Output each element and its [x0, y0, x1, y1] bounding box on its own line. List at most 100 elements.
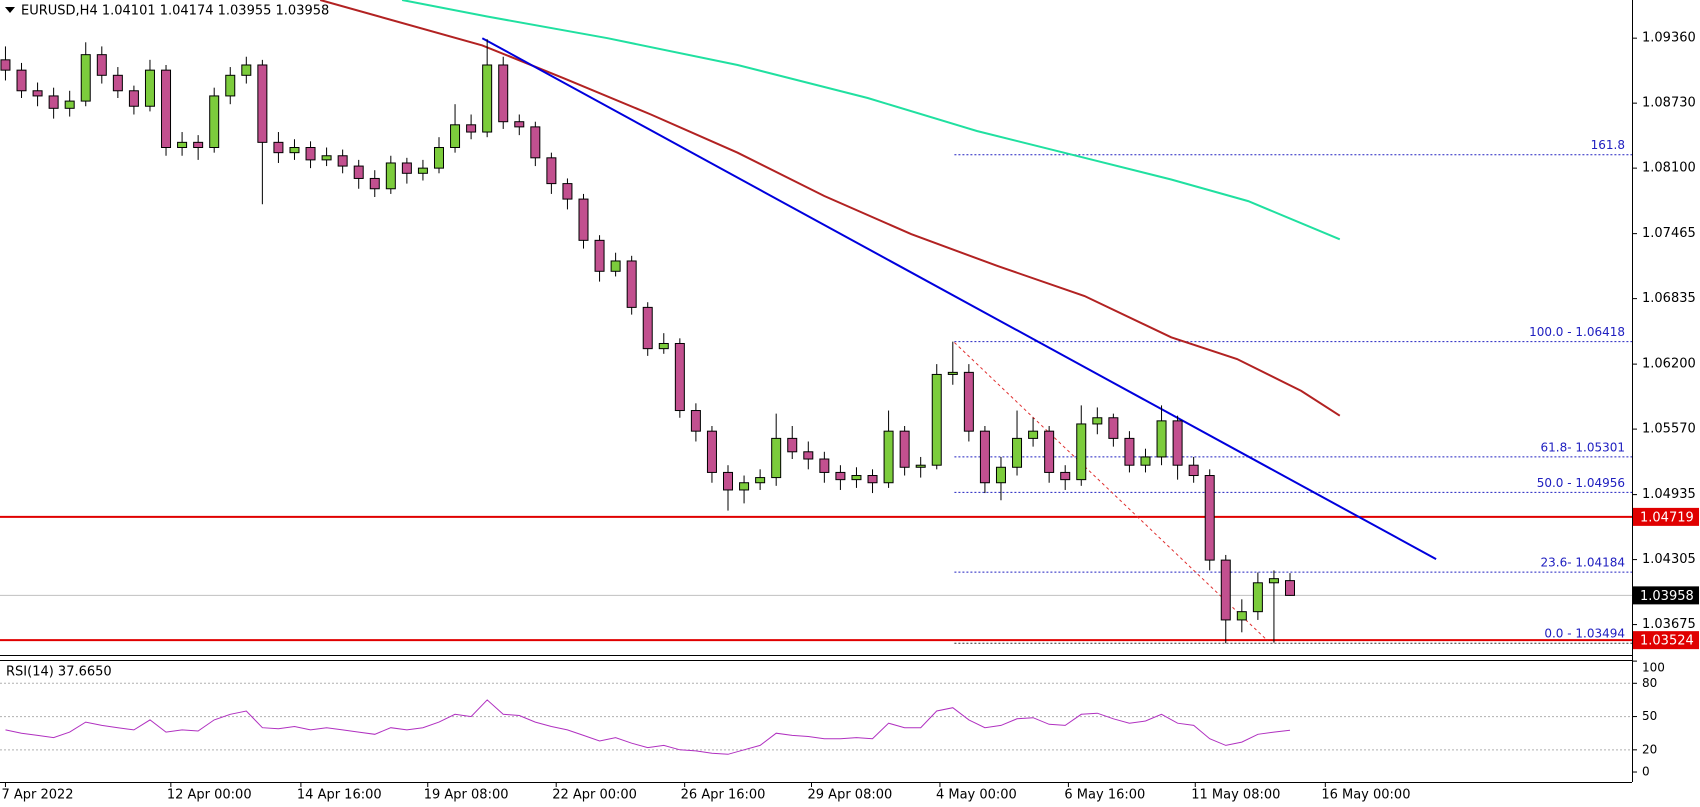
candle-body	[257, 64, 268, 143]
candle-body	[706, 430, 717, 473]
rsi-tick-label: 0	[1642, 765, 1650, 779]
candle-body	[482, 64, 493, 133]
y-tick-label: 1.06200	[1642, 357, 1696, 372]
candle-body	[209, 95, 220, 149]
candle-body	[64, 100, 75, 109]
candle-body	[305, 147, 316, 161]
candle-body	[1044, 430, 1055, 473]
price-label: 1.03958	[1640, 589, 1694, 604]
x-tick-label: 6 May 16:00	[1064, 788, 1145, 803]
candle-body	[1252, 582, 1263, 613]
candle-body	[626, 260, 637, 308]
candle-body	[723, 471, 734, 491]
candle-body	[1140, 456, 1151, 466]
candle-body	[642, 306, 653, 350]
fib-label: 23.6- 1.04184	[1541, 556, 1626, 570]
moving-average	[319, 0, 1341, 417]
price-label-box	[1633, 507, 1699, 526]
candle-body	[899, 430, 910, 468]
price-label-box	[1633, 631, 1699, 650]
candle-body	[498, 64, 509, 123]
candle-body	[369, 177, 380, 190]
candle-body	[401, 162, 412, 174]
candle-body	[1124, 437, 1135, 466]
candle-body	[241, 64, 252, 76]
candle-body	[658, 342, 669, 350]
rsi-title: RSI(14) 37.6650	[6, 665, 112, 680]
x-tick-label: 22 Apr 00:00	[552, 788, 637, 803]
candle-body	[1268, 578, 1279, 584]
candle-body	[1204, 475, 1215, 561]
candle-body	[32, 90, 43, 97]
y-tick-label: 1.04305	[1642, 552, 1696, 567]
candle-body	[546, 157, 557, 185]
candle-body	[0, 59, 11, 71]
fib-label: 61.8- 1.05301	[1541, 440, 1626, 454]
rsi-tick-label: 100	[1642, 661, 1665, 675]
trendline	[954, 342, 1268, 641]
price-label-box	[1633, 586, 1699, 605]
candle-body	[787, 437, 798, 453]
candle-body	[578, 198, 589, 241]
candle-body	[915, 464, 926, 468]
candle-body	[80, 54, 91, 102]
y-tick-label: 1.06835	[1642, 291, 1696, 306]
candle-body	[450, 124, 461, 149]
x-tick-label: 7 Apr 2022	[1, 788, 73, 803]
candle-body	[337, 155, 348, 167]
candle-body	[1092, 417, 1103, 425]
candle-body	[674, 342, 685, 412]
y-tick-label: 1.03675	[1642, 617, 1696, 632]
fib-label: 100.0 - 1.06418	[1529, 325, 1625, 339]
rsi-tick-label: 20	[1642, 742, 1657, 756]
candle-body	[417, 167, 428, 174]
candle-body	[1156, 420, 1167, 458]
axes: 1.09360 1.08730 1.08100 1.07465 1.06835 1.062…	[1, 31, 1699, 803]
candle-body	[947, 371, 958, 375]
candle-body	[690, 410, 701, 432]
x-tick-label: 4 May 00:00	[936, 788, 1017, 803]
candle-body	[562, 183, 573, 200]
candle-body	[96, 54, 107, 76]
rsi-line	[5, 699, 1291, 755]
candle-body	[819, 458, 830, 473]
candle-body	[963, 371, 974, 432]
candle-body	[610, 260, 621, 272]
y-tick-label: 1.04935	[1642, 487, 1696, 502]
moving-average	[401, 0, 1341, 241]
menu-arrow[interactable]	[5, 7, 15, 13]
candle-body	[739, 482, 750, 491]
candle-body	[289, 147, 300, 154]
candle-body	[803, 451, 814, 460]
candle-body	[1028, 430, 1039, 439]
x-tick-label: 19 Apr 08:00	[424, 788, 509, 803]
x-tick-label: 26 Apr 16:00	[681, 788, 766, 803]
x-tick-label: 12 Apr 00:00	[167, 788, 252, 803]
candle-body	[144, 69, 155, 107]
candle-body	[1220, 559, 1231, 621]
candle-body	[514, 121, 525, 128]
candle-body	[193, 141, 204, 149]
candle-body	[112, 74, 123, 92]
rsi-tick-label: 50	[1642, 709, 1657, 723]
rsi-tick-label: 80	[1642, 676, 1657, 690]
candle-body	[385, 162, 396, 190]
fib-label: 161.8	[1591, 138, 1625, 152]
y-tick-label: 1.05570	[1642, 422, 1696, 437]
candle-body	[851, 475, 862, 481]
candle-body	[1284, 580, 1295, 596]
candle-body	[273, 141, 284, 154]
price-label: 1.04719	[1640, 510, 1694, 525]
candle-body	[1076, 423, 1087, 481]
candle-body	[835, 471, 846, 481]
candle-body	[128, 90, 139, 107]
candle-body	[466, 124, 477, 133]
chart-title: EURUSD,H4 1.04101 1.04174 1.03955 1.0395…	[21, 4, 329, 19]
y-tick-label: 1.08730	[1642, 96, 1696, 111]
main-panel: 161.8 100.0 - 1.06418 61.8- 1.05301 50.0 - …	[0, 0, 1632, 644]
candle-body	[931, 373, 942, 466]
candle-body	[1188, 464, 1199, 477]
candle-body	[48, 95, 59, 109]
